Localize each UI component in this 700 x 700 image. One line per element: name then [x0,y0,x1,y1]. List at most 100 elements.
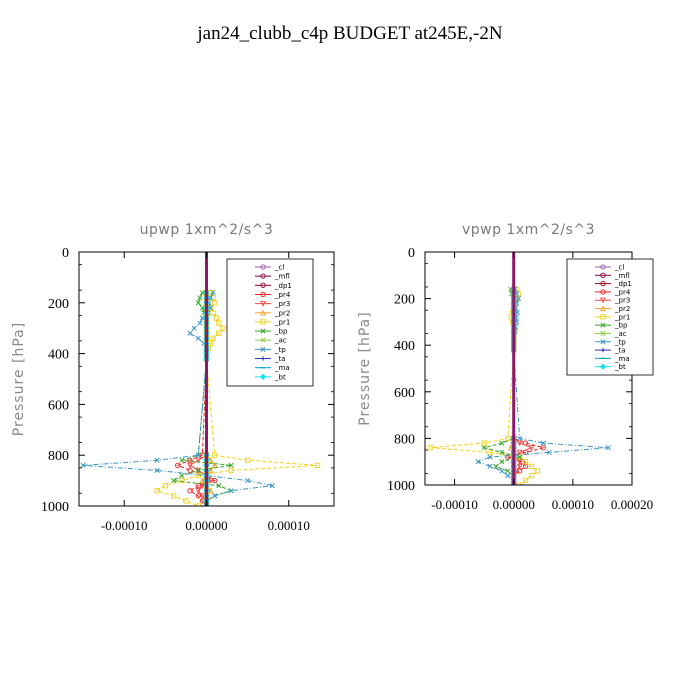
legend-label: _pr2 [274,309,290,317]
legend-marker [600,297,606,304]
data-point-tp [154,467,160,473]
data-point-pr1 [534,468,541,474]
data-point-tp [487,463,493,469]
data-point-pr1 [528,473,535,479]
data-point-pr1 [210,310,216,316]
panel-title: vpwp 1xm^2/s^3 [462,222,595,238]
legend-marker [600,314,606,320]
data-point-pr1 [216,320,222,326]
y-axis-label: Pressure [hPa] [11,322,27,436]
y-tick-label: 200 [394,293,415,308]
panel-title: upwp 1xm^2/s^3 [140,222,274,238]
data-point-bp [499,440,505,446]
data-point-pr4 [212,477,218,484]
data-point-pr3 [516,440,523,447]
y-tick-label: 800 [394,432,415,447]
data-point-pr1 [428,445,434,451]
legend-label: _ma [614,355,630,363]
data-point-pr3 [195,457,202,464]
data-point-pr1 [522,477,529,483]
data-point-pr1 [210,335,216,342]
series-line-bp [172,292,233,506]
legend-label: _pr1 [274,318,290,326]
y-tick-label: 400 [48,348,69,363]
legend-marker [600,305,606,312]
legend-label: _ac [614,330,627,338]
data-point-tp [605,445,611,451]
plot-area [428,252,611,485]
y-tick-label: 600 [48,398,69,413]
x-tick-label: -0.00010 [101,518,148,533]
legend-label: _ac [274,337,287,345]
legend-label: _cl [614,264,624,272]
data-point-pr1 [481,440,487,446]
data-point-pr1 [522,459,529,465]
data-point-bp [517,454,523,460]
y-tick-label: 0 [62,246,69,261]
legend-marker [260,300,266,307]
legend-label: _ma [274,364,290,372]
x-tick-label: 0.00010 [552,497,594,512]
y-axis-label: Pressure [hPa] [357,311,373,425]
legend-label: _bt [614,363,626,371]
data-point-pr3 [516,463,523,470]
legend-label: _pr3 [274,300,290,308]
data-point-tp [505,473,511,479]
legend-label: _mfl [274,273,290,281]
legend-marker [260,264,266,270]
data-point-bp [228,462,234,468]
legend-marker [600,272,606,278]
legend-label: _bp [274,328,288,336]
data-point-tp [154,457,160,463]
data-point-tp [499,468,505,474]
legend-marker [259,373,267,380]
data-point-pr1 [212,452,218,458]
data-point-pr4 [175,462,181,469]
legend-marker [260,309,266,316]
vpwp-panel: vpwp 1xm^2/s^3 Pressure [hPa] 0 200 400 600 80… [357,222,654,512]
y-tick-label: 0 [408,246,415,261]
x-tick-label: 0.00020 [611,497,653,512]
legend-marker [600,280,606,287]
data-point-pr1 [528,463,535,470]
legend-label: _dp1 [274,282,292,290]
legend-marker [260,328,266,334]
data-point-bp [199,290,205,296]
legend-label: _pr4 [614,288,631,296]
data-point-bp [199,305,205,311]
data-point-bp [195,467,201,473]
data-point-tp [487,454,493,460]
data-point-tp [191,325,197,331]
x-tick-label: -0.00010 [431,497,478,512]
data-point-pr4 [195,483,201,489]
legend-box [226,258,314,387]
legend-label: _bp [614,322,628,330]
data-point-tp [208,295,214,301]
data-point-bp [171,478,177,484]
data-point-bp [179,457,185,463]
data-point-bp [197,295,203,301]
data-point-pr3 [528,445,535,451]
data-point-tp [475,459,481,465]
legend-label: _ta [614,347,626,355]
legend: _cl_mfl_dp1_pr4_pr3_pr2_pr1_bp_ac_tp_ta_… [226,258,314,387]
legend-label: _mfl [614,272,630,280]
legend-marker [600,289,606,295]
data-point-tp [187,330,193,336]
data-point-bp [195,300,201,306]
data-point-tp [515,296,521,302]
legend-label: _cl [274,264,284,272]
legend-marker [260,346,266,352]
data-point-pr1 [179,477,185,484]
legend-label: _pr2 [614,305,630,313]
legend-label: _tp [274,346,286,354]
data-point-pr1 [212,300,218,306]
y-tick-label: 200 [48,297,69,312]
data-point-pr3 [195,488,202,494]
data-point-pr1 [244,457,251,463]
data-point-pr4 [187,488,193,494]
y-tick-label: 400 [394,339,415,354]
figure-title: jan24_clubb_c4p BUDGET at245E,-2N [196,23,502,44]
data-point-tp [80,462,86,468]
